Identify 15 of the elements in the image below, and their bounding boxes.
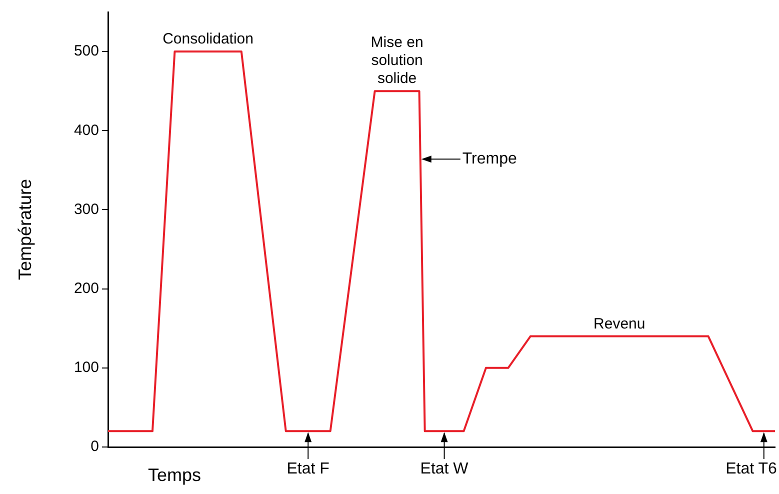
- annotation: Trempe: [462, 150, 518, 168]
- annotation: Etat W: [420, 460, 470, 478]
- annotation: Etat T6: [726, 460, 777, 478]
- annotation: Etat F: [286, 460, 330, 478]
- y-tick-label: 200: [74, 280, 99, 297]
- y-tick-label: 0: [90, 438, 99, 456]
- annotation: Revenu: [594, 315, 646, 332]
- y-axis-title: Température: [14, 178, 35, 280]
- y-tick-label: 500: [74, 42, 99, 60]
- y-tick-label: 300: [74, 200, 99, 218]
- x-axis-title: Temps: [148, 464, 202, 485]
- annotation: Mise en solution solide: [370, 34, 424, 88]
- y-tick-label: 400: [74, 122, 99, 139]
- y-tick-label: 100: [74, 359, 99, 376]
- annotation: Consolidation: [162, 30, 254, 48]
